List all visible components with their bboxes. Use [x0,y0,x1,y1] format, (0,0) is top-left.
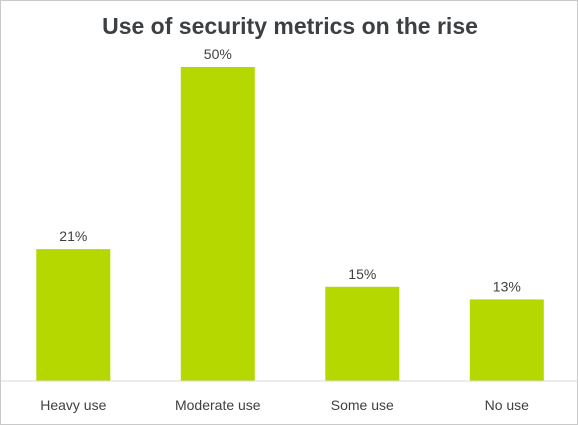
bar-no-use [469,299,544,381]
category-label-some-use: Some use [331,397,394,413]
bars-layer [36,67,544,381]
bar-some-use [325,286,400,381]
bar-heavy-use [36,249,111,381]
chart-title: Use of security metrics on the rise [102,13,478,39]
category-label-no-use: No use [485,397,530,413]
labels-layer: 21% Heavy use 50% Moderate use 15% Some use 13… [40,46,529,413]
value-label-heavy-use: 21% [59,228,87,244]
bar-moderate-use [180,67,255,381]
value-label-some-use: 15% [348,266,376,282]
value-label-no-use: 13% [493,278,521,294]
category-label-heavy-use: Heavy use [40,397,106,413]
category-label-moderate-use: Moderate use [175,397,261,413]
value-label-moderate-use: 50% [204,46,232,62]
